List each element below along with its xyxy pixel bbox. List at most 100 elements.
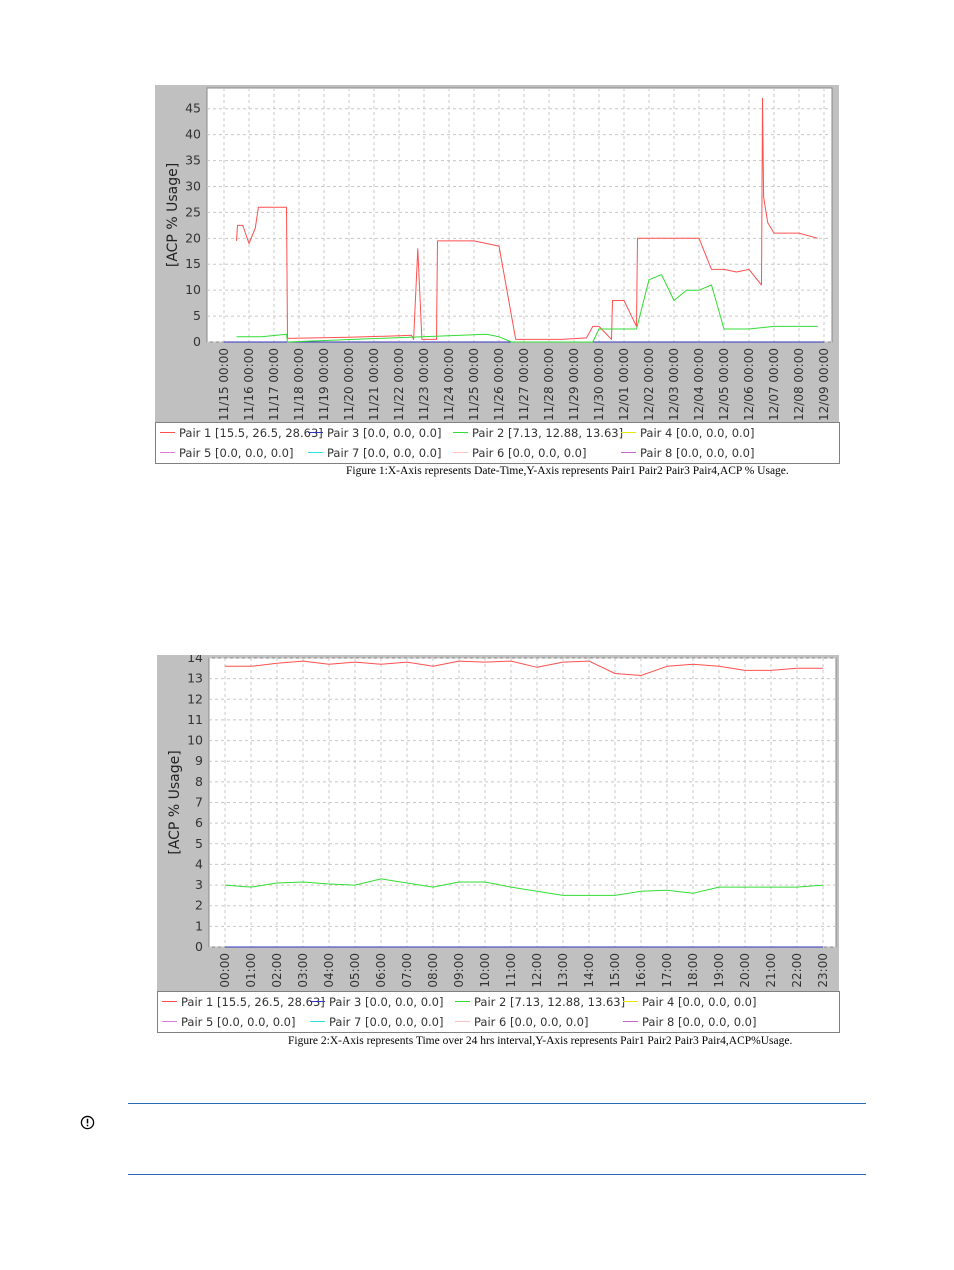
- x-tick-label: 19:00: [712, 953, 726, 988]
- legend-label: Pair 4 [0.0, 0.0, 0.0]: [640, 426, 755, 440]
- legend-label: Pair 7 [0.0, 0.0, 0.0]: [329, 1015, 444, 1029]
- x-tick-label: 12/01 00:00: [617, 348, 631, 421]
- legend-entry: Pair 6 [0.0, 0.0, 0.0]: [455, 1013, 588, 1031]
- legend-label: Pair 2 [7.13, 12.88, 13.63]: [474, 995, 626, 1009]
- x-tick-label: 18:00: [686, 953, 700, 988]
- legend-label: Pair 7 [0.0, 0.0, 0.0]: [327, 446, 442, 460]
- legend-swatch: [623, 1021, 638, 1022]
- legend-entry: Pair 8 [0.0, 0.0, 0.0]: [621, 444, 754, 462]
- x-tick-label: 01:00: [244, 953, 258, 988]
- legend-label: Pair 1 [15.5, 26.5, 28.63]: [181, 995, 325, 1009]
- note-top-rule: [128, 1103, 866, 1104]
- y-tick-label: 3: [195, 877, 203, 892]
- legend-entry: Pair 8 [0.0, 0.0, 0.0]: [623, 1013, 756, 1031]
- legend-label: Pair 3 [0.0, 0.0, 0.0]: [327, 426, 442, 440]
- legend-entry: Pair 1 [15.5, 26.5, 28.63]: [160, 424, 323, 442]
- x-tick-label: 11/25 00:00: [467, 348, 481, 421]
- x-tick-label: 11/24 00:00: [442, 348, 456, 421]
- figure-2-caption: Figure 2:X-Axis represents Time over 24 …: [288, 1035, 793, 1047]
- legend-label: Pair 8 [0.0, 0.0, 0.0]: [640, 446, 755, 460]
- x-tick-label: 11:00: [504, 953, 518, 988]
- y-tick-label: 10: [185, 282, 201, 297]
- y-tick-label: 14: [187, 655, 203, 665]
- x-tick-label: 21:00: [764, 953, 778, 988]
- note-bottom-rule: [128, 1174, 866, 1175]
- legend-swatch: [162, 1001, 177, 1002]
- series-line-pair-1: [236, 97, 818, 340]
- y-tick-label: 13: [187, 671, 203, 686]
- legend-entry: Pair 4 [0.0, 0.0, 0.0]: [621, 424, 754, 442]
- legend-swatch: [453, 452, 468, 453]
- x-tick-label: 11/26 00:00: [492, 348, 506, 421]
- figure-2-chart: 0 1 2 3 4 5 6 7 8 9 10 11 12 13 14 00:00 01:00 02:00 03:00…: [157, 655, 839, 992]
- legend-swatch: [621, 432, 636, 433]
- x-tick-label: 15:00: [608, 953, 622, 988]
- y-tick-label: 6: [195, 815, 203, 830]
- x-tick-label: 12/02 00:00: [642, 348, 656, 421]
- y-tick-label: 30: [185, 178, 201, 193]
- legend-label: Pair 8 [0.0, 0.0, 0.0]: [642, 1015, 757, 1029]
- y-tick-label: 40: [185, 127, 201, 142]
- x-tick-label: 11/19 00:00: [317, 348, 331, 421]
- figure-1-plot: 0 5 10 15 20 25 30 35 40 45 11/15 00:00 11/16 00:00…: [155, 85, 839, 423]
- x-tick-label: 17:00: [660, 953, 674, 988]
- figure-1-chart: 0 5 10 15 20 25 30 35 40 45 11/15 00:00 11/16 00:00…: [155, 85, 839, 423]
- x-tick-label: 08:00: [426, 953, 440, 988]
- x-tick-label: 11/29 00:00: [567, 348, 581, 421]
- legend-entry: Pair 4 [0.0, 0.0, 0.0]: [623, 993, 756, 1011]
- legend-swatch: [308, 452, 323, 453]
- x-tick-label: 11/20 00:00: [342, 348, 356, 421]
- x-tick-label: 12/05 00:00: [717, 348, 731, 421]
- legend-label: Pair 3 [0.0, 0.0, 0.0]: [329, 995, 444, 1009]
- x-tick-label: 04:00: [322, 953, 336, 988]
- x-tick-label: 12/03 00:00: [667, 348, 681, 421]
- x-tick-label: 11/15 00:00: [217, 348, 231, 421]
- plot-area: [206, 87, 833, 343]
- x-tick-label: 11/17 00:00: [267, 348, 281, 421]
- legend-swatch: [160, 432, 175, 433]
- y-tick-label: 1: [195, 918, 203, 933]
- y-tick-label: 20: [185, 230, 201, 245]
- x-tick-label: 03:00: [296, 953, 310, 988]
- legend-entry: Pair 7 [0.0, 0.0, 0.0]: [310, 1013, 443, 1031]
- legend-entry: Pair 2 [7.13, 12.88, 13.63]: [453, 424, 623, 442]
- x-tick-label: 16:00: [634, 953, 648, 988]
- y-tick-label: 5: [195, 836, 203, 851]
- series-line-pair-2: [224, 878, 824, 896]
- y-tick-label: 12: [187, 691, 203, 706]
- series-line-pair-1: [225, 660, 823, 676]
- y-axis-label: [ACP % Usage]: [167, 750, 183, 854]
- x-tick-label: 14:00: [582, 953, 596, 988]
- y-tick-label: 45: [185, 101, 201, 116]
- y-tick-label: 8: [195, 774, 203, 789]
- legend-entry: Pair 6 [0.0, 0.0, 0.0]: [453, 444, 586, 462]
- x-tick-label: 10:00: [478, 953, 492, 988]
- legend-entry: Pair 2 [7.13, 12.88, 13.63]: [455, 993, 625, 1011]
- figure-1-legend: Pair 1 [15.5, 26.5, 28.63] Pair 3 [0.0, 0…: [155, 422, 840, 464]
- x-tick-label: 07:00: [400, 953, 414, 988]
- legend-entry: Pair 1 [15.5, 26.5, 28.63]: [162, 993, 325, 1011]
- x-tick-label: 20:00: [738, 953, 752, 988]
- x-tick-label: 11/30 00:00: [592, 348, 606, 421]
- x-tick-label: 11/16 00:00: [242, 348, 256, 421]
- x-tick-label: 11/23 00:00: [417, 348, 431, 421]
- y-tick-label: 4: [195, 856, 203, 871]
- y-tick-label: 5: [193, 308, 201, 323]
- y-tick-label: 0: [193, 334, 201, 349]
- legend-entry: Pair 7 [0.0, 0.0, 0.0]: [308, 444, 441, 462]
- x-tick-label: 09:00: [452, 953, 466, 988]
- figure-1-caption: Figure 1:X-Axis represents Date-Time,Y-A…: [346, 465, 789, 477]
- x-tick-label: 22:00: [790, 953, 804, 988]
- legend-label: Pair 2 [7.13, 12.88, 13.63]: [472, 426, 624, 440]
- legend-swatch: [160, 452, 175, 453]
- y-tick-label: 11: [187, 712, 203, 727]
- y-tick-label: 9: [195, 753, 203, 768]
- x-tick-label: 06:00: [374, 953, 388, 988]
- x-tick-label: 12/09 00:00: [817, 348, 831, 421]
- legend-swatch: [308, 432, 323, 433]
- legend-swatch: [453, 432, 468, 433]
- y-tick-label: 0: [195, 939, 203, 954]
- legend-swatch: [621, 452, 636, 453]
- x-tick-label: 00:00: [218, 953, 232, 988]
